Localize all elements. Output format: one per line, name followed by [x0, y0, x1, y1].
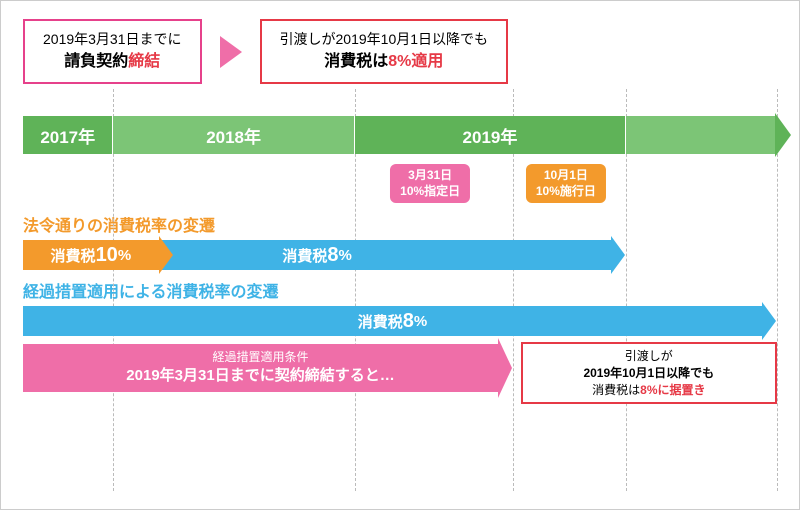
- bottom-condition-row: 経過措置適用条件 2019年3月31日までに契約締結すると… 引渡しが 2019…: [23, 344, 777, 392]
- arrow-icon: [775, 113, 791, 157]
- line1: 2019年3月31日までに: [43, 29, 182, 50]
- section2-bar-row: 消費税8%: [23, 306, 777, 336]
- tax-8-bar-full: 消費税8%: [23, 306, 762, 336]
- contract-condition-box: 2019年3月31日までに 請負契約締結: [23, 19, 202, 84]
- line2: 請負契約締結: [43, 50, 182, 74]
- date-marker: 10月1日10%施行日: [526, 164, 606, 203]
- section1-bars: 消費税8% 消費税10%: [23, 240, 777, 270]
- line2: 消費税は8%適用: [280, 50, 489, 74]
- section1-title: 法令通りの消費税率の変遷: [23, 212, 777, 236]
- tax-10-bar: 消費税10%: [23, 240, 159, 270]
- year-cell: 2019年: [355, 116, 626, 154]
- year-cell: 2018年: [113, 116, 354, 154]
- line1: 引渡しが2019年10月1日以降でも: [280, 29, 489, 50]
- section2-title: 経過措置適用による消費税率の変遷: [23, 278, 777, 302]
- diagram-canvas: 2019年3月31日までに 請負契約締結 引渡しが2019年10月1日以降でも …: [0, 0, 800, 510]
- date-markers-row: 3月31日10%指定日 10月1日10%施行日: [23, 164, 777, 206]
- year-timeline: 2017年2018年2019年: [23, 116, 777, 160]
- top-summary-row: 2019年3月31日までに 請負契約締結 引渡しが2019年10月1日以降でも …: [23, 19, 777, 84]
- condition-bar: 経過措置適用条件 2019年3月31日までに契約締結すると…: [23, 344, 498, 392]
- result-inline-box: 引渡しが 2019年10月1日以降でも 消費税は8%に据置き: [521, 342, 777, 404]
- year-cell: [626, 116, 777, 154]
- year-cell: 2017年: [23, 116, 113, 154]
- date-marker: 3月31日10%指定日: [390, 164, 470, 203]
- arrow-icon: [220, 36, 242, 68]
- result-box: 引渡しが2019年10月1日以降でも 消費税は8%適用: [260, 19, 509, 84]
